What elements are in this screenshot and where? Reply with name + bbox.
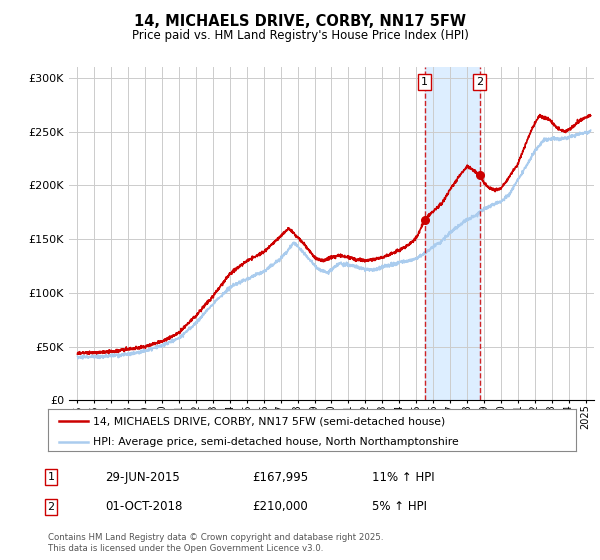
Text: 1: 1 (421, 77, 428, 87)
Text: HPI: Average price, semi-detached house, North Northamptonshire: HPI: Average price, semi-detached house,… (93, 437, 458, 446)
Text: 2: 2 (476, 77, 483, 87)
Text: 11% ↑ HPI: 11% ↑ HPI (372, 470, 434, 484)
Text: £210,000: £210,000 (252, 500, 308, 514)
Text: 1: 1 (47, 472, 55, 482)
Text: 01-OCT-2018: 01-OCT-2018 (105, 500, 182, 514)
Bar (425, 67, 479, 400)
Text: £167,995: £167,995 (252, 470, 308, 484)
Text: 29-JUN-2015: 29-JUN-2015 (105, 470, 180, 484)
Text: 14, MICHAELS DRIVE, CORBY, NN17 5FW: 14, MICHAELS DRIVE, CORBY, NN17 5FW (134, 14, 466, 29)
Text: 5% ↑ HPI: 5% ↑ HPI (372, 500, 427, 514)
Text: 14, MICHAELS DRIVE, CORBY, NN17 5FW (semi-detached house): 14, MICHAELS DRIVE, CORBY, NN17 5FW (sem… (93, 417, 445, 426)
Text: Contains HM Land Registry data © Crown copyright and database right 2025.
This d: Contains HM Land Registry data © Crown c… (48, 533, 383, 553)
Text: 2: 2 (47, 502, 55, 512)
Text: Price paid vs. HM Land Registry's House Price Index (HPI): Price paid vs. HM Land Registry's House … (131, 29, 469, 42)
